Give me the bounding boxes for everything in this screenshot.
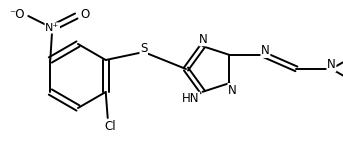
Text: Cl: Cl — [104, 120, 116, 133]
Text: O: O — [80, 8, 90, 20]
Text: ⁺O: ⁺O — [8, 9, 22, 19]
Text: N: N — [327, 58, 336, 71]
Text: N: N — [228, 84, 237, 97]
Text: S: S — [140, 41, 147, 54]
Text: N: N — [199, 33, 208, 46]
Text: ⁻O: ⁻O — [9, 8, 24, 20]
Text: HN: HN — [182, 92, 200, 105]
Text: N: N — [261, 44, 270, 57]
Text: N⁺: N⁺ — [45, 23, 59, 33]
